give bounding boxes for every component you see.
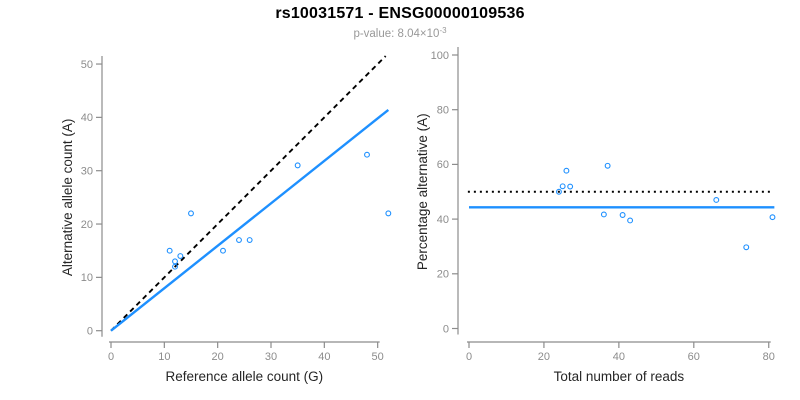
data-point	[294, 162, 301, 169]
x-tick-label: 10	[158, 351, 170, 363]
regression-line	[110, 108, 390, 332]
data-point	[177, 253, 184, 259]
percentage-alternative-panel: 0 20 40 60 80 100 0 20 40 60 80 Total number of rea…	[415, 47, 776, 384]
y-axis-title: Percentage alternative (A)	[415, 113, 430, 270]
data-point	[188, 210, 194, 217]
y-tick-label: 40	[81, 112, 93, 124]
data-point	[236, 237, 242, 243]
identity-line	[110, 55, 387, 332]
data-point	[713, 197, 720, 203]
x-tick-label: 20	[538, 351, 550, 363]
x-axis-title: Total number of reads	[554, 369, 685, 384]
x-tick-label: 0	[466, 351, 472, 363]
pvalue-exponent: -3	[439, 26, 447, 35]
figure-title: rs10031571 - ENSG00000109536	[275, 5, 525, 22]
x-tick-label: 40	[318, 351, 330, 363]
y-tick-label: 0	[443, 323, 449, 335]
x-tick-label: 20	[212, 351, 224, 363]
y-tick-label: 80	[437, 105, 449, 117]
data-point	[627, 217, 634, 224]
figure-subtitle: p-value: 8.04×10-3	[0, 26, 800, 40]
data-point	[166, 247, 173, 254]
x-tick-label: 40	[613, 351, 625, 363]
data-point	[743, 244, 750, 251]
x-tick-label: 30	[265, 351, 277, 363]
x-tick-label: 50	[372, 351, 384, 363]
data-point	[619, 212, 626, 218]
y-tick-label: 20	[81, 219, 93, 231]
x-tick-label: 80	[763, 351, 775, 363]
data-point	[604, 162, 611, 169]
x-tick-label: 60	[688, 351, 700, 363]
x-axis-title: Reference allele count (G)	[166, 369, 324, 384]
data-point	[563, 167, 570, 174]
data-point	[246, 237, 253, 243]
data-point	[559, 183, 566, 190]
y-tick-label: 60	[437, 159, 449, 171]
data-point	[567, 183, 574, 190]
data-point	[220, 247, 226, 254]
data-point	[769, 214, 776, 221]
data-point	[385, 210, 392, 217]
y-tick-label: 100	[431, 50, 449, 62]
y-tick-label: 50	[81, 59, 93, 71]
y-tick-label: 30	[81, 166, 93, 178]
data-point	[364, 151, 370, 158]
y-tick-label: 40	[437, 214, 449, 226]
x-tick-label: 0	[108, 351, 114, 363]
y-tick-label: 20	[437, 269, 449, 281]
y-axis-title: Alternative allele count (A)	[60, 119, 75, 277]
data-point	[600, 211, 607, 218]
y-tick-label: 10	[81, 272, 93, 284]
data-point	[172, 258, 178, 265]
data-point	[555, 188, 562, 195]
allele-counts-panel: 0 10 20 30 40 50 0 10 20 30 40 50 Reference allele c…	[60, 55, 392, 384]
pvalue-text: p-value: 8.04×10	[353, 28, 440, 40]
y-tick-label: 0	[87, 326, 93, 338]
